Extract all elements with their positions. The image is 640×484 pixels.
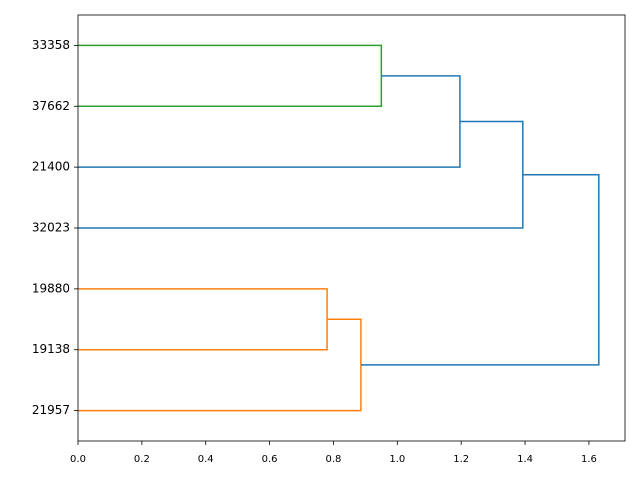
x-tick-label: 1.2	[453, 454, 469, 465]
plot-frame	[77, 14, 626, 442]
x-tick-label: 0.6	[262, 454, 278, 465]
dendrogram-link	[360, 174, 600, 366]
dendrogram-link	[78, 318, 362, 412]
dendrogram-link	[78, 44, 383, 108]
dendrogram-link	[78, 288, 328, 351]
leaf-label: 33358	[32, 38, 70, 52]
leaf-label: 37662	[32, 99, 70, 113]
x-tick-label: 0.0	[70, 454, 86, 465]
x-tick-label: 1.0	[389, 454, 405, 465]
leaf-label: 21957	[32, 403, 70, 417]
leaf-label: 19880	[32, 281, 70, 295]
x-tick-label: 0.4	[198, 454, 214, 465]
x-tick-label: 0.8	[326, 454, 342, 465]
leaf-label: 32023	[32, 221, 70, 235]
leaf-label: 19138	[32, 342, 70, 356]
leaf-label: 21400	[32, 160, 70, 174]
x-tick-label: 1.4	[517, 454, 533, 465]
x-tick-label: 1.6	[581, 454, 597, 465]
x-tick-label: 0.2	[134, 454, 150, 465]
dendrogram-link	[78, 75, 461, 168]
dendrogram-link	[78, 120, 524, 229]
